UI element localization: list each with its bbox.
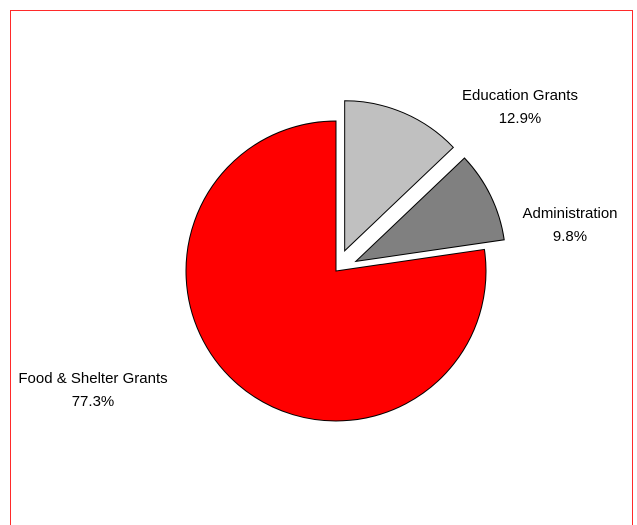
slice-label-food-shelter-grants: Food & Shelter Grants [18, 370, 167, 387]
pie-slice-food-shelter-grants [185, 120, 487, 422]
slice-percent-administration: 9.8% [553, 228, 587, 245]
slice-percent-food-shelter-grants: 77.3% [72, 393, 115, 410]
pie-slice-education-grants [344, 100, 455, 252]
pie-slices [185, 100, 505, 422]
slice-percent-education-grants: 12.9% [499, 110, 542, 127]
pie-slice-administration [354, 157, 505, 263]
slice-label-education-grants: Education Grants [462, 87, 578, 104]
chart-frame [10, 10, 633, 525]
pie-labels: Education Grants 12.9% Administration 9.… [18, 87, 617, 410]
slice-label-administration: Administration [522, 205, 617, 222]
